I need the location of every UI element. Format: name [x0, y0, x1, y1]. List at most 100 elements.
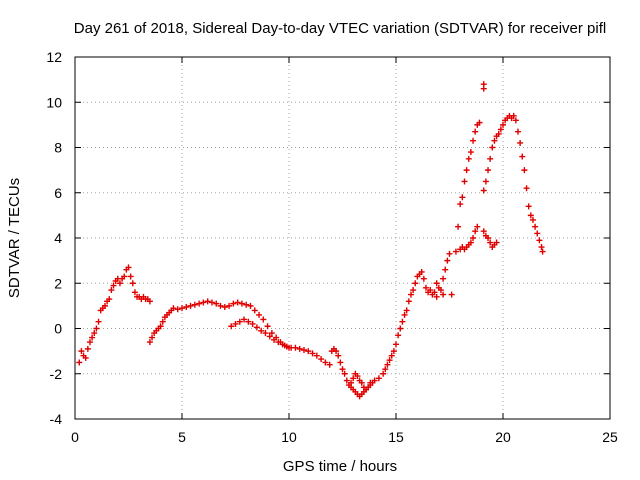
data-point [491, 137, 498, 144]
data-point [440, 275, 447, 282]
series-segment-4 [348, 250, 455, 400]
data-point [91, 330, 98, 337]
data-point [230, 300, 237, 307]
data-point [236, 318, 243, 325]
data-point [487, 239, 494, 246]
data-point [420, 275, 427, 282]
x-tick-label: 20 [495, 429, 511, 445]
data-point [283, 343, 290, 350]
data-point [217, 302, 224, 309]
data-point [467, 239, 474, 246]
data-point [431, 289, 438, 296]
data-point [187, 302, 194, 309]
data-point [101, 302, 108, 309]
data-point [532, 223, 539, 230]
y-tick-label: 2 [54, 275, 62, 291]
data-point [309, 350, 316, 357]
data-point [397, 325, 404, 332]
data-point [358, 379, 365, 386]
data-point [497, 126, 504, 133]
data-point [179, 305, 185, 312]
data-point [489, 144, 496, 151]
data-point [241, 316, 248, 323]
data-point [82, 354, 89, 361]
data-point [260, 316, 267, 323]
data-point [476, 119, 483, 126]
y-tick-label: 8 [54, 140, 62, 156]
data-point [470, 235, 477, 241]
x-tick-label: 0 [71, 429, 79, 445]
data-point [539, 248, 546, 255]
data-point [256, 311, 263, 318]
data-point [275, 339, 282, 346]
data-point [170, 305, 177, 312]
data-point [339, 366, 346, 373]
data-point [159, 318, 166, 325]
data-point [401, 311, 408, 318]
y-tick-label: -2 [50, 366, 63, 382]
data-point [534, 230, 541, 237]
series-segment-2 [146, 298, 292, 351]
y-tick-label: -4 [50, 411, 63, 427]
data-point [384, 361, 391, 368]
data-point [337, 359, 344, 366]
y-tick-label: 10 [46, 94, 62, 110]
data-point [512, 117, 519, 124]
data-point [388, 352, 395, 359]
data-point [371, 377, 378, 384]
data-point [467, 149, 474, 156]
data-point [480, 187, 487, 194]
data-point [108, 287, 115, 294]
data-point [510, 112, 517, 119]
data-point [157, 323, 164, 330]
data-point [446, 250, 453, 257]
data-point [444, 257, 451, 264]
data-point [300, 346, 307, 353]
data-point [485, 167, 492, 174]
data-point [191, 301, 198, 308]
data-point [375, 375, 382, 382]
data-point [174, 306, 181, 313]
data-point [354, 373, 361, 380]
data-point [89, 334, 96, 341]
data-point [474, 223, 481, 230]
data-point [251, 307, 258, 314]
data-point [262, 330, 269, 337]
data-point [472, 128, 479, 135]
data-point [493, 239, 500, 246]
data-point [433, 280, 440, 287]
data-point [500, 121, 506, 128]
chart-title: Day 261 of 2018, Sidereal Day-to-day VTE… [74, 20, 606, 37]
data-point [527, 212, 534, 219]
data-point [412, 280, 419, 287]
data-point [482, 178, 489, 185]
y-axis-label: SDTVAR / TECUs [6, 178, 23, 298]
data-point [367, 379, 374, 386]
data-point [213, 300, 220, 307]
data-point [393, 341, 399, 348]
data-point [78, 348, 85, 355]
data-point [472, 228, 479, 235]
data-point [228, 323, 235, 330]
data-point [495, 130, 502, 137]
series-segment-1 [76, 264, 153, 366]
data-point [538, 244, 545, 251]
data-point [517, 139, 524, 146]
data-point [249, 320, 256, 327]
data-point [465, 155, 472, 162]
data-point [292, 344, 299, 351]
data-point [204, 298, 211, 305]
data-point [253, 324, 260, 331]
data-point [485, 235, 492, 241]
data-point [200, 299, 207, 306]
data-point [519, 153, 526, 160]
data-point [343, 377, 350, 384]
data-point [410, 287, 417, 294]
data-point [470, 137, 477, 144]
data-point [422, 284, 429, 291]
data-point [480, 81, 487, 88]
data-point [536, 237, 543, 244]
data-point [523, 185, 530, 192]
x-axis-label: GPS time / hours [283, 458, 397, 475]
